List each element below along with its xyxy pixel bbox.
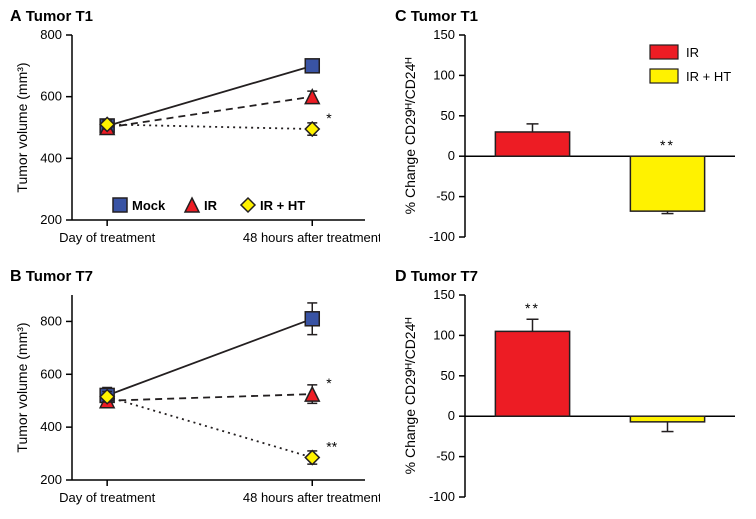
panel-title: B Tumor T7 <box>10 268 93 285</box>
panel-D: D Tumor T7 -100 -50 0 50 100 150 % Change CD29ᴴ… <box>395 265 750 515</box>
legend-marker <box>185 198 199 212</box>
y-tick-label: -50 <box>436 189 455 204</box>
panel-A: A Tumor T1 200 400 600 800 Tumor volume (mm³)… <box>10 5 380 255</box>
legend-label: IR + HT <box>260 198 305 213</box>
bar-IR <box>495 132 569 156</box>
series-line-IR <box>107 394 312 401</box>
y-axis-label: % Change CD29ᴴ/CD24ᴴ <box>402 318 418 475</box>
y-tick-label: 150 <box>433 27 455 42</box>
y-tick-label: 600 <box>40 89 62 104</box>
marker-IR-+-HT <box>305 451 319 465</box>
y-axis-label: % Change CD29ᴴ/CD24ᴴ <box>402 58 418 215</box>
series-line-IR-+-HT <box>107 397 312 458</box>
y-tick-label: -50 <box>436 449 455 464</box>
y-axis-label: Tumor volume (mm³) <box>14 322 30 452</box>
significance-marker: ** <box>326 439 337 455</box>
bar-IR-+-HT <box>630 156 704 211</box>
y-tick-label: 800 <box>40 27 62 42</box>
panel-C: C Tumor T1 -100 -50 0 50 100 150 % Change CD29ᴴ… <box>395 5 750 255</box>
marker-Mock <box>305 312 319 326</box>
y-tick-label: 100 <box>433 327 455 342</box>
significance-marker: ** <box>660 137 675 153</box>
marker-IR <box>305 387 319 401</box>
y-tick-label: 200 <box>40 472 62 487</box>
legend-swatch <box>650 69 678 83</box>
series-line-Mock <box>107 319 312 396</box>
legend-marker <box>113 198 127 212</box>
y-tick-label: 800 <box>40 313 62 328</box>
y-tick-label: 50 <box>441 108 455 123</box>
y-tick-label: 400 <box>40 150 62 165</box>
y-tick-label: 400 <box>40 419 62 434</box>
x-category-label: Day of treatment <box>59 490 155 505</box>
y-tick-label: 0 <box>448 148 455 163</box>
significance-marker: * <box>326 375 332 391</box>
x-category-label: 48 hours after treatment <box>243 490 380 505</box>
y-tick-label: 100 <box>433 67 455 82</box>
bar-IR <box>495 331 569 416</box>
x-category-label: 48 hours after treatment <box>243 230 380 245</box>
legend-label: Mock <box>132 198 166 213</box>
marker-IR-+-HT <box>305 122 319 136</box>
panel-title: A Tumor T1 <box>10 8 93 25</box>
legend-swatch <box>650 45 678 59</box>
series-line-IR-+-HT <box>107 124 312 129</box>
panel-B: B Tumor T7 200 400 600 800 Tumor volume (mm³)… <box>10 265 380 515</box>
panel-title: D Tumor T7 <box>395 268 478 285</box>
y-tick-label: 200 <box>40 212 62 227</box>
y-tick-label: 150 <box>433 287 455 302</box>
y-tick-label: 50 <box>441 368 455 383</box>
significance-marker: ** <box>525 300 540 316</box>
significance-marker: * <box>326 110 332 126</box>
legend-label: IR <box>204 198 218 213</box>
y-tick-label: -100 <box>429 229 455 244</box>
legend-label: IR + HT <box>686 69 731 84</box>
legend-marker <box>241 198 255 212</box>
marker-Mock <box>305 59 319 73</box>
series-line-IR <box>107 97 312 128</box>
y-tick-label: -100 <box>429 489 455 504</box>
x-category-label: Day of treatment <box>59 230 155 245</box>
series-line-Mock <box>107 66 312 126</box>
bar-IR-+-HT <box>630 416 704 422</box>
y-tick-label: 0 <box>448 408 455 423</box>
panel-title: C Tumor T1 <box>395 8 478 25</box>
y-tick-label: 600 <box>40 366 62 381</box>
legend-label: IR <box>686 45 699 60</box>
y-axis-label: Tumor volume (mm³) <box>14 62 30 192</box>
